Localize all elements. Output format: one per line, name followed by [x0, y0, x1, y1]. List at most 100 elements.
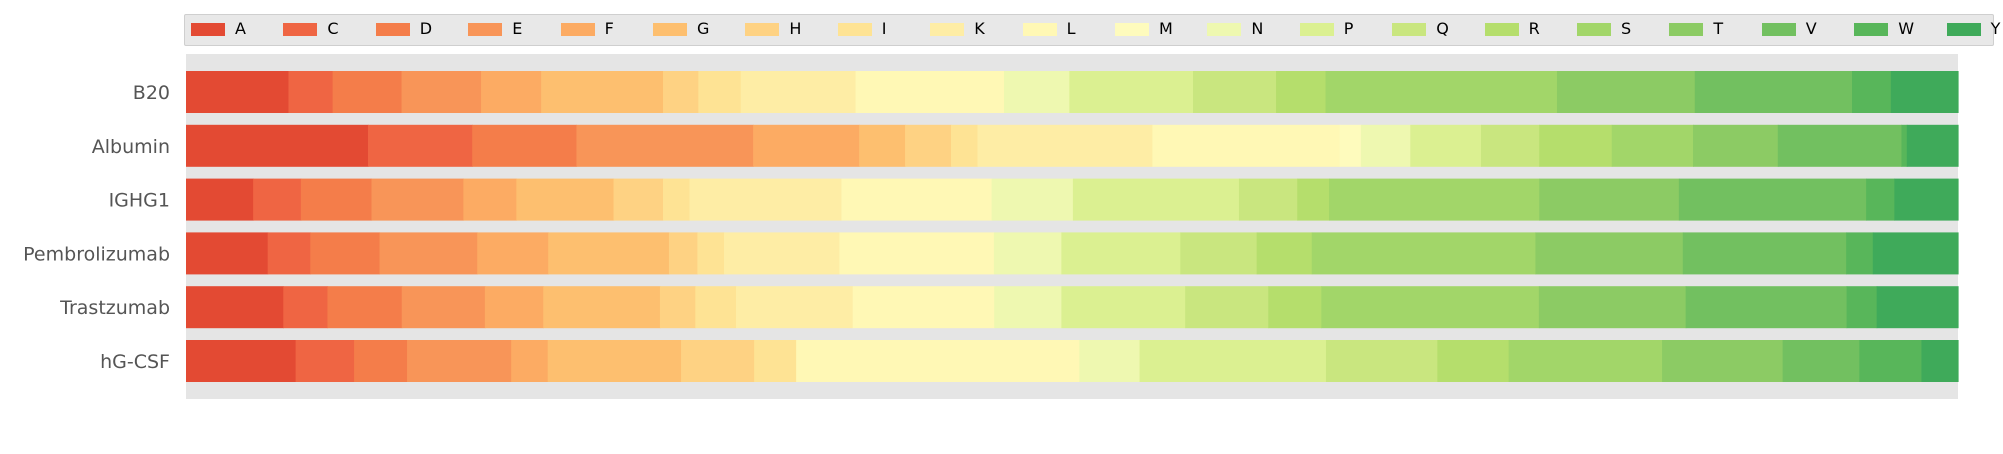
bar-segment-L	[841, 178, 993, 221]
bar-segment-C	[283, 286, 329, 329]
bar-segment-S	[1329, 178, 1540, 221]
bar-segment-L	[796, 340, 1080, 382]
bar-segment-G	[547, 340, 682, 382]
legend-swatch	[1299, 23, 1334, 36]
bar-segment-E	[407, 340, 512, 382]
bar-segment-E	[401, 286, 486, 329]
y-tick-label: IGHG1	[109, 190, 170, 212]
y-tick-label: Pembrolizumab	[23, 243, 170, 265]
bar-segment-G	[516, 178, 615, 221]
bar-segment-L	[855, 71, 1005, 113]
bar-segment-H	[659, 286, 696, 329]
bar-segment-Q	[1238, 178, 1298, 221]
bar-segment-T	[1693, 124, 1779, 167]
bar-segment-S	[1321, 286, 1540, 329]
legend-swatch	[1022, 23, 1057, 36]
bar-segment-S	[1325, 71, 1558, 113]
legend-label: F	[604, 19, 614, 38]
legend-label: I	[881, 19, 887, 38]
bar-segment-R	[1268, 286, 1322, 329]
bar-segment-G	[541, 71, 664, 113]
bar-segment-I	[754, 340, 797, 382]
bar-segment-S	[1508, 340, 1663, 382]
legend-swatch	[1946, 23, 1981, 36]
bar-segment-V	[1777, 124, 1903, 167]
bar-segment-P	[1061, 286, 1186, 329]
bar-segment-A	[186, 124, 369, 167]
y-tick-label: Trastzumab	[59, 297, 170, 319]
bar-segment-Y	[1876, 286, 1959, 329]
legend-swatch	[930, 23, 965, 36]
bar-segment-W	[1859, 340, 1923, 382]
bar-segment-V	[1682, 232, 1847, 275]
bar-segment-D	[310, 232, 381, 275]
bar-segment-Y	[1890, 71, 1959, 113]
legend-swatch	[837, 23, 872, 36]
legend-label: P	[1343, 19, 1354, 38]
bar-segment-C	[267, 232, 311, 275]
bar-segment-Y	[1894, 178, 1959, 221]
bar-segment-M	[1339, 124, 1362, 167]
bar-segment-F	[477, 232, 549, 275]
bar-segment-H	[663, 71, 699, 113]
bar-segment-I	[663, 178, 691, 221]
legend-label: C	[327, 19, 339, 38]
bar-segment-G	[548, 232, 670, 275]
legend-label: M	[1159, 19, 1173, 38]
bar-segment-E	[379, 232, 478, 275]
legend-swatch	[1854, 23, 1889, 36]
y-axis: B20 Albumin IGHG1 Pembrolizumab Trastzumab hG…	[23, 82, 170, 373]
bar-segment-A	[186, 340, 297, 382]
bar-segment-C	[288, 71, 334, 113]
bar-segment-E	[371, 178, 464, 221]
legend-swatch	[1484, 23, 1519, 36]
bar-segment-I	[698, 71, 742, 113]
bar-segment-K	[977, 124, 1153, 167]
bar-segment-N	[993, 232, 1062, 275]
bar-segment-R	[1437, 340, 1510, 382]
y-tick-label: hG-CSF	[100, 351, 170, 373]
bar-segment-T	[1535, 232, 1684, 275]
legend-swatch	[283, 23, 318, 36]
bar-segment-T	[1662, 340, 1784, 382]
legend-swatch	[1669, 23, 1704, 36]
bar-segment-F	[484, 286, 544, 329]
bar-segment-A	[186, 286, 284, 329]
bar-segment-W	[1852, 71, 1892, 113]
legend-label: H	[789, 19, 802, 38]
bar-segment-P	[1139, 340, 1327, 382]
bar-segment-L	[839, 232, 995, 275]
bar-segment-Q	[1180, 232, 1258, 275]
bar-segment-L	[852, 286, 995, 329]
bar-segment-E	[401, 71, 482, 113]
bar-segment-L	[1152, 124, 1341, 167]
legend-label: Y	[1990, 19, 2001, 38]
bar-segment-W	[1901, 124, 1908, 167]
bar-segment-I	[697, 232, 725, 275]
legend-label: R	[1528, 19, 1540, 38]
bar-segment-H	[681, 340, 755, 382]
bar-segment-N	[1079, 340, 1141, 382]
bar-segment-I	[950, 124, 979, 167]
bar-segment-Y	[1906, 124, 1959, 167]
bar-segment-N	[1003, 71, 1070, 113]
bar-segment-K	[740, 71, 857, 113]
legend-label: N	[1251, 19, 1264, 38]
bar-segment-V	[1678, 178, 1867, 221]
bar-segment-P	[1072, 178, 1240, 221]
legend-label: E	[512, 19, 523, 38]
bar-segment-P	[1061, 232, 1181, 275]
bar-segment-N	[991, 178, 1074, 221]
bar-segment-S	[1311, 232, 1537, 275]
bar-segment-R	[1256, 232, 1313, 275]
legend-label: T	[1713, 19, 1724, 38]
bar-segment-D	[354, 340, 408, 382]
legend-swatch	[191, 23, 225, 36]
bar-segment-I	[695, 286, 737, 329]
bar-segment-P	[1410, 124, 1482, 167]
bar-segment-R	[1276, 71, 1327, 113]
legend-swatch	[1207, 23, 1242, 36]
bar-segment-A	[186, 232, 269, 275]
bar-segment-V	[1694, 71, 1853, 113]
